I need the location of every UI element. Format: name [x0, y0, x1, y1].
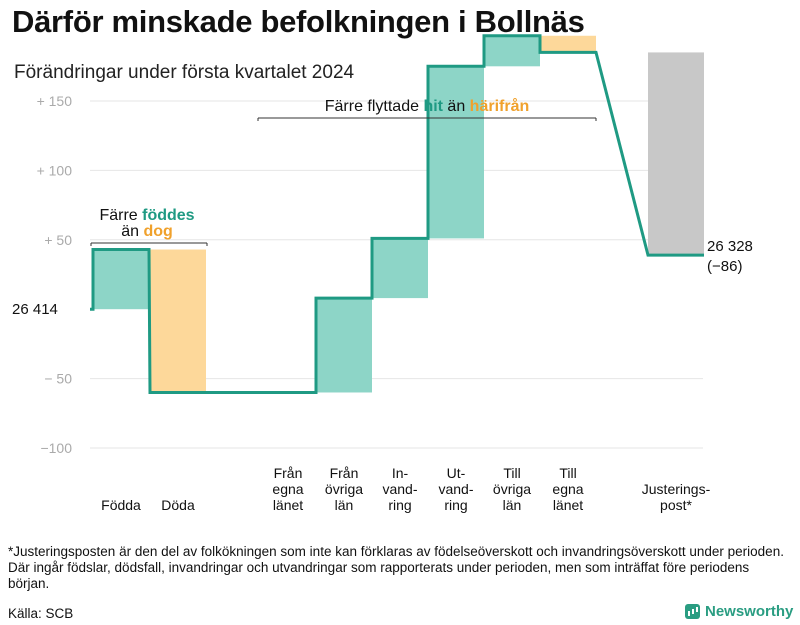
births-bracket-ticks: [90, 243, 208, 246]
bars: [93, 35, 704, 393]
bar: [93, 249, 149, 310]
footnote: *Justeringsposten är den del av folkökni…: [8, 544, 784, 591]
annotation-text: än: [443, 98, 470, 115]
x-tick-label: In-: [392, 465, 409, 481]
bar-chart-icon: [685, 604, 700, 619]
births-annotation-line2: än dog: [121, 223, 173, 240]
x-tick-label: Justerings-: [642, 481, 711, 497]
end-change-label: (−86): [707, 258, 742, 275]
x-tick-label: övriga: [325, 481, 363, 497]
x-tick-label: Till: [559, 465, 576, 481]
moves-annotation: Färre flyttade hit än härifrån: [325, 97, 530, 115]
bar: [484, 35, 540, 67]
level-line-path: [90, 34, 704, 394]
annotation-highlight: härifrån: [470, 97, 530, 115]
bar: [540, 35, 596, 53]
annotation-highlight: dog: [143, 223, 172, 240]
end-value-label: 26 328: [707, 238, 753, 255]
x-tick-label: län: [503, 497, 522, 513]
chart-title: Därför minskade befolkningen i Bollnäs: [12, 4, 585, 39]
labels: + 150 + 100 + 50 − 50 −100 26 414 26 328 (−86) F…: [12, 93, 753, 513]
x-tick-label: Födda: [101, 497, 141, 513]
x-tick-label: Ut-: [447, 465, 466, 481]
y-tick-label: + 50: [44, 232, 72, 248]
annotation-highlight: föddes: [142, 207, 195, 224]
x-tick-label: Från: [274, 465, 303, 481]
x-tick-label: post*: [660, 497, 692, 513]
start-value-label: 26 414: [12, 301, 58, 318]
brand-logo[interactable]: Newsworthy: [685, 603, 793, 620]
y-tick-label: − 50: [44, 371, 72, 387]
x-tick-label: egna: [552, 481, 583, 497]
level-line: [90, 34, 704, 394]
bar: [316, 298, 372, 393]
x-tick-label: ring: [388, 497, 411, 513]
annotation-text: än: [121, 223, 143, 240]
source-label: Källa: SCB: [8, 606, 74, 621]
births-annotation: Färre föddes: [99, 207, 194, 224]
chart-subtitle: Förändringar under första kvartalet 2024: [14, 62, 355, 83]
x-tick-label: vand-: [382, 481, 417, 497]
x-tick-label: Döda: [161, 497, 195, 513]
bar: [648, 52, 704, 256]
x-tick-label: Från: [330, 465, 359, 481]
x-tick-label: Till: [503, 465, 520, 481]
bar: [372, 238, 428, 299]
annotation-text: Färre flyttade: [325, 98, 424, 115]
bar: [428, 66, 484, 239]
x-tick-label: egna: [272, 481, 303, 497]
waterfall-chart: + 150 + 100 + 50 − 50 −100 26 414 26 328 (−86) F…: [12, 34, 753, 513]
moves-bracket-ticks: [257, 118, 597, 121]
x-tick-label: ring: [444, 497, 467, 513]
x-tick-label: länet: [553, 497, 583, 513]
x-tick-label: vand-: [438, 481, 473, 497]
brand-name: Newsworthy: [705, 603, 794, 620]
bar: [150, 249, 206, 393]
y-tick-label: + 150: [37, 93, 73, 109]
y-tick-label: + 100: [37, 162, 73, 178]
annotation-text: Färre: [99, 207, 142, 224]
annotation-highlight: hit: [423, 98, 443, 115]
x-tick-label: län: [335, 497, 354, 513]
x-tick-label: övriga: [493, 481, 531, 497]
x-tick-label: länet: [273, 497, 303, 513]
y-tick-label: −100: [40, 440, 72, 456]
